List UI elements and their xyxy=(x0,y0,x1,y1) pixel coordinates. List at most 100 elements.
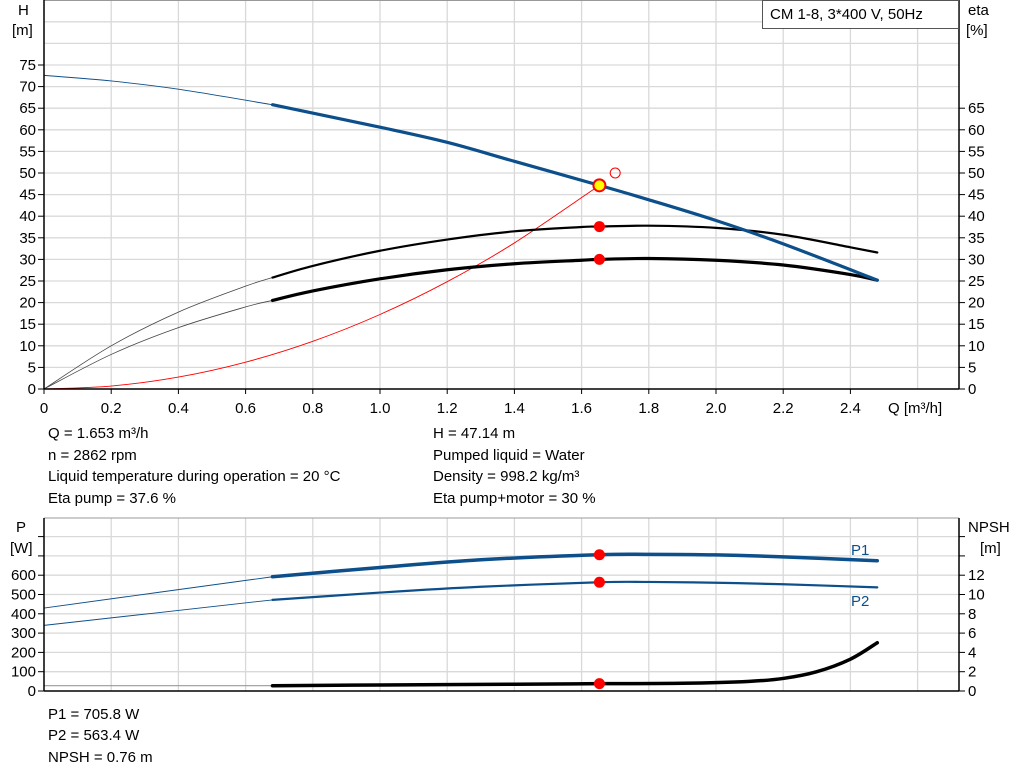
eta-total-point-marker xyxy=(593,253,605,265)
y-left-label-p-unit: [W] xyxy=(10,540,33,557)
x-tick-label: 0.6 xyxy=(235,400,256,417)
y-right-label-npsh: NPSH xyxy=(968,519,1010,536)
P2-curve xyxy=(271,580,879,602)
y-left-tick-label: 200 xyxy=(11,644,36,661)
eta_pump-curve-extrapolated xyxy=(43,277,273,390)
duty-point-marker xyxy=(592,178,607,193)
series-label-p1: P1 xyxy=(851,542,869,559)
y-left-tick-label: 500 xyxy=(11,587,36,604)
legend-text: CM 1-8, 3*400 V, 50Hz xyxy=(770,6,923,23)
p1-point-marker xyxy=(593,549,605,561)
p2-point-marker xyxy=(593,576,605,588)
y-left-tick-label: 10 xyxy=(19,338,36,355)
x-tick-label: 1.8 xyxy=(638,400,659,417)
y-left-tick-label: 15 xyxy=(19,316,36,333)
eta_total-curve-extrapolated xyxy=(43,300,273,390)
x-tick-label: 1.6 xyxy=(571,400,592,417)
x-tick-label: 1.0 xyxy=(370,400,391,417)
eta_pump-curve xyxy=(271,224,879,279)
y-right-tick-label: 2 xyxy=(968,664,976,681)
x-tick-label: 2.0 xyxy=(706,400,727,417)
info-flow: Q = 1.653 m³/h xyxy=(48,425,148,442)
y-left-tick-label: 5 xyxy=(28,359,36,376)
x-tick-label: 0 xyxy=(40,400,48,417)
y-right-tick-label: 12 xyxy=(968,567,985,584)
y-left-tick-label: 50 xyxy=(19,165,36,182)
y-right-tick-label: 25 xyxy=(968,273,985,290)
head-curve-extrapolated xyxy=(43,74,273,106)
y-right-tick-label: 4 xyxy=(968,644,976,661)
info-liquid-temp: Liquid temperature during operation = 20… xyxy=(48,468,341,485)
y-right-tick-label: 0 xyxy=(968,381,976,398)
P1-curve-extrapolated xyxy=(43,576,273,609)
info-speed: n = 2862 rpm xyxy=(48,447,137,464)
y-left-tick-label: 400 xyxy=(11,606,36,623)
y-right-tick-label: 10 xyxy=(968,587,985,604)
info-eta-pump: Eta pump = 37.6 % xyxy=(48,490,176,507)
P2-curve-extrapolated xyxy=(43,599,273,626)
x-tick-label: 1.4 xyxy=(504,400,525,417)
y-right-tick-label: 55 xyxy=(968,143,985,160)
y-right-tick-label: 8 xyxy=(968,606,976,623)
P1-curve xyxy=(270,552,880,579)
info-npsh: NPSH = 0.76 m xyxy=(48,749,153,766)
eta_total-curve xyxy=(270,256,879,303)
y-left-label-h: H xyxy=(18,2,29,19)
y-left-label-h-unit: [m] xyxy=(12,22,33,39)
series-label-p2: P2 xyxy=(851,593,869,610)
y-right-tick-label: 10 xyxy=(968,338,985,355)
x-tick-label: 2.4 xyxy=(840,400,861,417)
y-right-tick-label: 30 xyxy=(968,251,985,268)
x-tick-label: 0.4 xyxy=(168,400,189,417)
y-right-tick-label: 15 xyxy=(968,316,985,333)
y-right-tick-label: 6 xyxy=(968,625,976,642)
y-left-label-p: P xyxy=(16,519,26,536)
y-right-tick-label: 40 xyxy=(968,208,985,225)
x-tick-label: 1.2 xyxy=(437,400,458,417)
y-left-tick-label: 65 xyxy=(19,100,36,117)
x-tick-label: 2.2 xyxy=(773,400,794,417)
npsh-curve xyxy=(270,641,880,688)
y-right-tick-label: 20 xyxy=(968,295,985,312)
y-left-tick-label: 70 xyxy=(19,79,36,96)
y-right-label-eta-unit: [%] xyxy=(966,22,988,39)
y-left-tick-label: 25 xyxy=(19,273,36,290)
info-density: Density = 998.2 kg/m³ xyxy=(433,468,579,485)
info-head: H = 47.14 m xyxy=(433,425,515,442)
y-right-label-eta: eta xyxy=(968,2,990,19)
y-right-label-npsh-unit: [m] xyxy=(980,540,1001,557)
y-left-tick-label: 35 xyxy=(19,230,36,247)
y-left-tick-label: 0 xyxy=(28,381,36,398)
y-left-tick-label: 20 xyxy=(19,295,36,312)
y-right-tick-label: 65 xyxy=(968,100,985,117)
y-left-tick-label: 30 xyxy=(19,251,36,268)
requested-point-marker xyxy=(609,167,621,179)
y-right-tick-label: 45 xyxy=(968,187,985,204)
y-right-tick-label: 60 xyxy=(968,122,985,139)
y-left-tick-label: 45 xyxy=(19,187,36,204)
y-left-tick-label: 100 xyxy=(11,664,36,681)
x-tick-label: 0.8 xyxy=(302,400,323,417)
y-right-tick-label: 0 xyxy=(968,683,976,700)
y-right-tick-label: 35 xyxy=(968,230,985,247)
legend-box xyxy=(762,0,959,29)
x-tick-label: 0.2 xyxy=(101,400,122,417)
eta-pump-point-marker xyxy=(593,221,605,233)
info-p2: P2 = 563.4 W xyxy=(48,727,140,744)
y-left-tick-label: 300 xyxy=(11,625,36,642)
y-left-tick-label: 0 xyxy=(28,683,36,700)
y-left-tick-label: 40 xyxy=(19,208,36,225)
npsh-point-marker xyxy=(593,678,605,690)
y-right-tick-label: 50 xyxy=(968,165,985,182)
system-curve xyxy=(43,184,600,390)
info-pumped-liquid: Pumped liquid = Water xyxy=(433,447,585,464)
y-left-tick-label: 75 xyxy=(19,57,36,74)
info-eta-total: Eta pump+motor = 30 % xyxy=(433,490,596,507)
x-axis-label: Q [m³/h] xyxy=(888,400,942,417)
y-left-tick-label: 55 xyxy=(19,143,36,160)
y-left-tick-label: 60 xyxy=(19,122,36,139)
info-p1: P1 = 705.8 W xyxy=(48,706,140,723)
y-left-tick-label: 600 xyxy=(11,567,36,584)
y-right-tick-label: 5 xyxy=(968,359,976,376)
